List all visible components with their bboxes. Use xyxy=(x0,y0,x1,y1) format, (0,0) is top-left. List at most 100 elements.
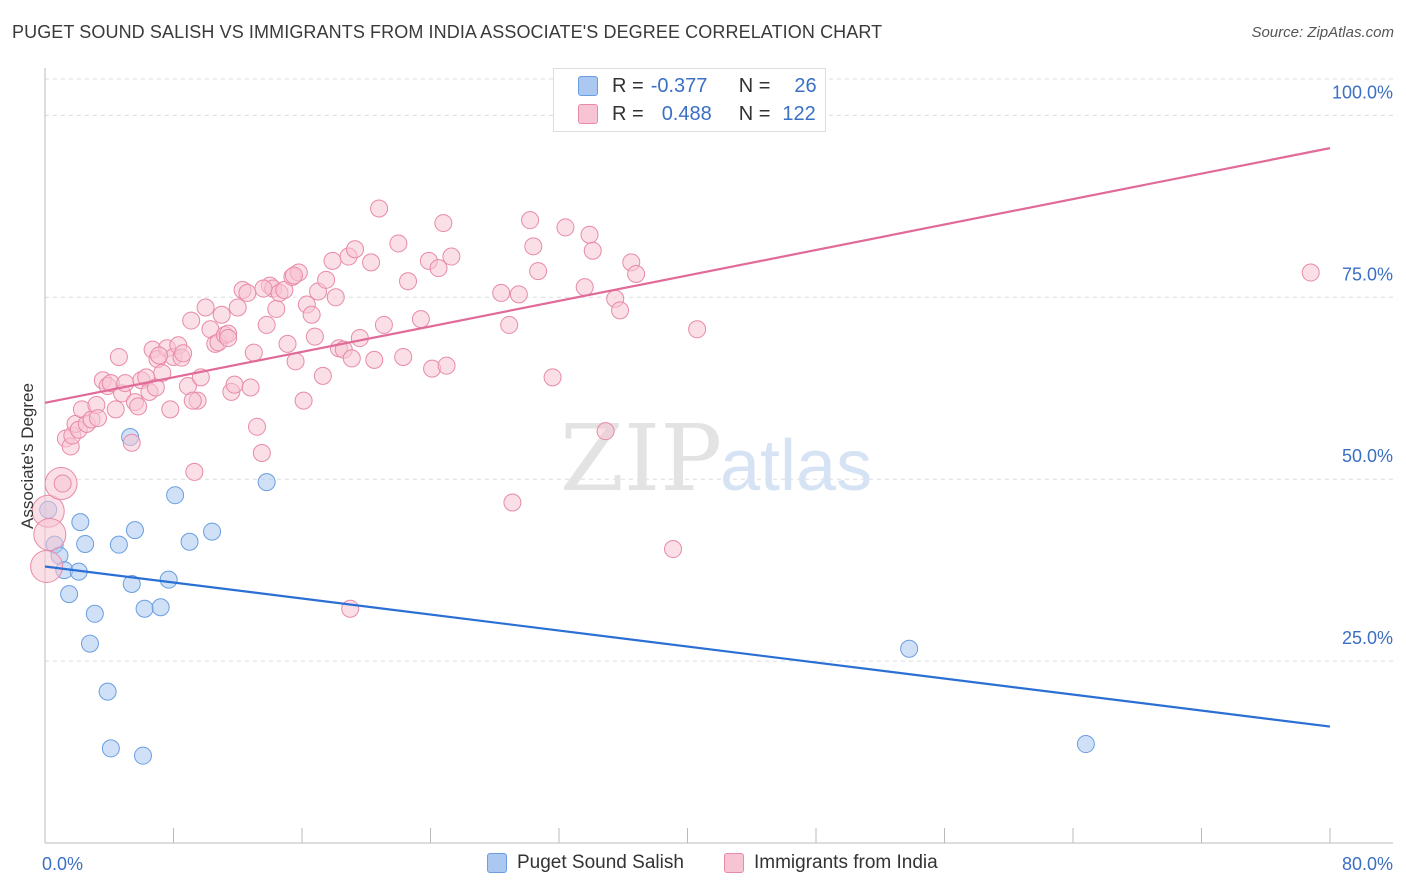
point-immigrants-from-india xyxy=(317,270,336,289)
legend-swatch-pink xyxy=(578,104,598,124)
point-immigrants-from-india xyxy=(89,409,108,428)
point-immigrants-from-india xyxy=(33,517,67,551)
point-immigrants-from-india xyxy=(583,241,602,260)
point-immigrants-from-india xyxy=(394,347,413,366)
point-immigrants-from-india xyxy=(437,356,456,375)
point-immigrants-from-india xyxy=(509,285,528,304)
point-puget-sound-salish xyxy=(80,634,99,653)
point-immigrants-from-india xyxy=(611,301,630,320)
point-puget-sound-salish xyxy=(133,746,152,765)
point-immigrants-from-india xyxy=(524,237,543,256)
point-immigrants-from-india xyxy=(374,315,393,334)
legend-r-value: 0.488 xyxy=(661,102,712,125)
point-immigrants-from-india xyxy=(313,366,332,385)
trend-line-puget-sound-salish xyxy=(44,565,1331,728)
point-immigrants-from-india xyxy=(248,417,267,436)
point-immigrants-from-india xyxy=(257,315,276,334)
point-puget-sound-salish xyxy=(257,473,276,492)
point-immigrants-from-india xyxy=(575,278,594,297)
bottom-legend-label: Puget Sound Salish xyxy=(517,852,684,873)
point-immigrants-from-india xyxy=(129,397,148,416)
x-tick-label: 0.0% xyxy=(42,854,83,874)
point-puget-sound-salish xyxy=(166,486,185,505)
point-immigrants-from-india xyxy=(365,350,384,369)
point-puget-sound-salish xyxy=(900,639,919,658)
y-tick-label: 75.0% xyxy=(1342,264,1393,284)
point-puget-sound-salish xyxy=(98,682,117,701)
point-immigrants-from-india xyxy=(503,493,522,512)
point-immigrants-from-india xyxy=(53,474,72,493)
bottom-swatch-blue xyxy=(487,853,507,873)
point-puget-sound-salish xyxy=(101,739,120,758)
point-immigrants-from-india xyxy=(252,443,271,462)
legend-r-value: -0.377 xyxy=(650,74,708,97)
point-immigrants-from-india xyxy=(596,422,615,441)
point-puget-sound-salish xyxy=(203,522,222,541)
legend-n-value: 26 xyxy=(794,74,817,97)
legend-n-label: N = xyxy=(738,102,771,125)
point-immigrants-from-india xyxy=(228,298,247,317)
point-immigrants-from-india xyxy=(161,400,180,419)
point-immigrants-from-india xyxy=(434,214,453,233)
point-immigrants-from-india xyxy=(238,283,257,302)
point-immigrants-from-india xyxy=(150,346,169,365)
point-immigrants-from-india xyxy=(174,344,193,363)
point-immigrants-from-india xyxy=(627,265,646,284)
point-puget-sound-salish xyxy=(85,604,104,623)
point-immigrants-from-india xyxy=(122,433,141,452)
point-immigrants-from-india xyxy=(411,310,430,329)
point-immigrants-from-india xyxy=(370,199,389,218)
y-axis-title: Associate's Degree xyxy=(18,383,37,529)
point-immigrants-from-india xyxy=(664,540,683,559)
point-immigrants-from-india xyxy=(153,363,172,382)
point-immigrants-from-india xyxy=(219,329,238,348)
point-immigrants-from-india xyxy=(543,368,562,387)
point-puget-sound-salish xyxy=(125,521,144,540)
point-immigrants-from-india xyxy=(323,251,342,270)
point-immigrants-from-india xyxy=(294,391,313,410)
point-immigrants-from-india xyxy=(305,327,324,346)
stats-legend: R = -0.377 N = 26 R = 0.488 N = 122 xyxy=(553,68,826,132)
point-immigrants-from-india xyxy=(362,253,381,272)
legend-r-label: R = xyxy=(612,74,644,97)
point-immigrants-from-india xyxy=(688,320,707,339)
watermark-zip: ZIP xyxy=(560,405,722,512)
bottom-legend-label: Immigrants from India xyxy=(754,852,938,873)
point-immigrants-from-india xyxy=(556,218,575,237)
point-immigrants-from-india xyxy=(212,305,231,324)
bottom-legend-salish: Puget Sound Salish xyxy=(487,852,684,874)
legend-n-label: N = xyxy=(738,74,771,97)
point-immigrants-from-india xyxy=(225,375,244,394)
y-tick-label: 25.0% xyxy=(1342,628,1393,648)
point-puget-sound-salish xyxy=(76,534,95,553)
point-immigrants-from-india xyxy=(521,211,540,230)
point-immigrants-from-india xyxy=(185,462,204,481)
point-puget-sound-salish xyxy=(71,513,90,532)
trend-lines xyxy=(44,147,1331,728)
legend-row-india: R = 0.488 N = 122 xyxy=(578,101,816,127)
point-immigrants-from-india xyxy=(254,279,273,298)
point-puget-sound-salish xyxy=(151,598,170,617)
point-immigrants-from-india xyxy=(342,349,361,368)
point-immigrants-from-india xyxy=(529,262,548,281)
point-immigrants-from-india xyxy=(278,334,297,353)
point-immigrants-from-india xyxy=(1301,263,1320,282)
watermark-atlas: atlas xyxy=(720,426,872,506)
point-immigrants-from-india xyxy=(580,225,599,244)
point-immigrants-from-india xyxy=(267,299,286,318)
point-puget-sound-salish xyxy=(122,574,141,593)
point-immigrants-from-india xyxy=(350,329,369,348)
point-immigrants-from-india xyxy=(399,272,418,291)
point-puget-sound-salish xyxy=(159,570,178,589)
bottom-legend-india: Immigrants from India xyxy=(724,852,938,874)
axes xyxy=(44,68,1393,844)
point-immigrants-from-india xyxy=(244,343,263,362)
point-immigrants-from-india xyxy=(492,283,511,302)
source-label: Source: ZipAtlas.com xyxy=(1251,24,1394,41)
x-tick-label: 80.0% xyxy=(1342,854,1393,874)
trend-line-immigrants-from-india xyxy=(44,147,1331,404)
point-puget-sound-salish xyxy=(180,532,199,551)
legend-r-label: R = xyxy=(612,102,644,125)
point-immigrants-from-india xyxy=(275,281,294,300)
point-immigrants-from-india xyxy=(500,315,519,334)
